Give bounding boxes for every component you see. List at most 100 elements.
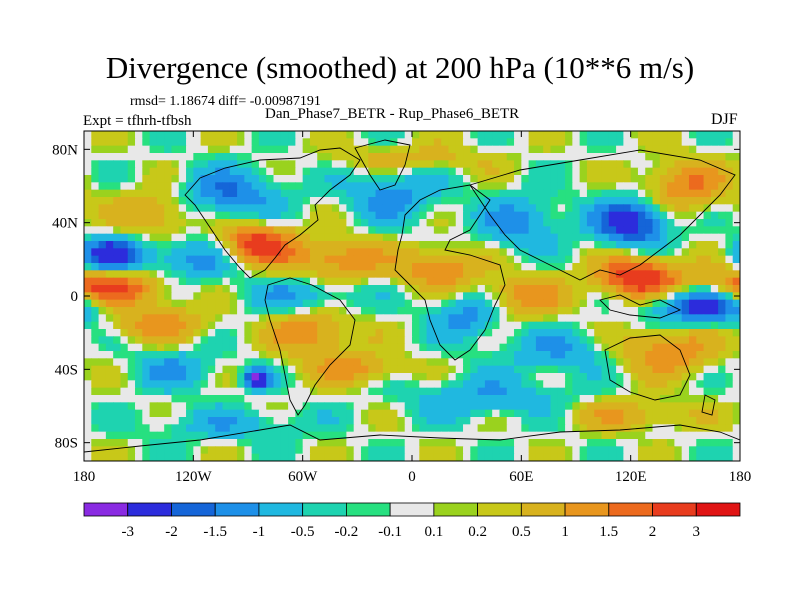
field-cell <box>258 417 267 425</box>
field-cell <box>514 255 522 264</box>
field-cell <box>543 145 552 154</box>
field-cell <box>696 409 705 418</box>
field-cell <box>703 395 712 403</box>
field-cell <box>441 409 450 418</box>
field-cell <box>105 417 114 425</box>
field-cell <box>732 197 740 205</box>
field-cell <box>382 226 391 235</box>
field-cell <box>273 321 282 330</box>
field-cell <box>652 255 661 264</box>
field-cell <box>732 336 740 345</box>
field-cell <box>623 131 632 139</box>
field-cell <box>193 402 202 411</box>
field-cell <box>499 189 508 198</box>
field-cell <box>550 131 559 139</box>
field-cell <box>550 321 559 330</box>
field-cell <box>572 255 581 264</box>
field-cell <box>543 380 552 389</box>
field-cell <box>535 446 544 455</box>
field-cell <box>258 248 267 257</box>
field-cell <box>433 197 442 205</box>
field-cell <box>229 211 238 220</box>
field-cell <box>674 299 683 308</box>
field-cell <box>127 446 136 455</box>
field-cell <box>339 226 347 235</box>
field-cell <box>331 409 340 418</box>
field-cell <box>681 233 690 242</box>
field-cell <box>608 241 617 249</box>
field-cell <box>506 138 515 147</box>
field-cell <box>171 417 180 425</box>
field-cell <box>470 439 479 447</box>
field-cell <box>586 343 595 352</box>
field-cell <box>251 417 260 425</box>
field-cell <box>84 248 92 257</box>
field-cell <box>521 204 530 213</box>
field-cell <box>667 145 675 154</box>
field-cell <box>514 241 522 249</box>
field-cell <box>623 329 632 337</box>
field-cell <box>382 255 391 264</box>
field-cell <box>725 138 734 147</box>
field-cell <box>681 358 690 367</box>
field-cell <box>258 277 267 286</box>
field-cell <box>543 255 552 264</box>
field-cell <box>659 270 668 279</box>
field-cell <box>207 277 216 286</box>
field-cell <box>156 175 165 183</box>
field-cell <box>688 439 697 447</box>
field-cell <box>222 446 231 455</box>
field-cell <box>528 226 537 235</box>
field-cell <box>207 219 216 227</box>
field-cell <box>652 182 661 191</box>
field-cell <box>514 402 522 411</box>
field-cell <box>594 241 603 249</box>
field-cell <box>484 182 493 191</box>
field-cell <box>586 365 595 374</box>
field-cell <box>652 380 661 389</box>
field-cell <box>725 285 734 293</box>
field-cell <box>565 153 573 161</box>
field-cell <box>579 321 588 330</box>
field-cell <box>273 160 282 169</box>
field-cell <box>572 417 581 425</box>
field-cell <box>463 197 471 205</box>
field-cell <box>120 424 129 433</box>
field-cell <box>645 233 654 242</box>
field-cell <box>324 197 333 205</box>
field-cell <box>244 409 253 418</box>
field-cell <box>258 131 267 139</box>
field-cell <box>404 167 413 176</box>
field-cell <box>499 160 508 169</box>
field-cell <box>368 138 377 147</box>
field-cell <box>623 204 632 213</box>
field-cell <box>404 395 413 403</box>
field-cell <box>616 160 624 169</box>
field-cell <box>200 248 209 257</box>
field-cell <box>317 241 326 249</box>
field-cell <box>725 329 734 337</box>
field-cell <box>120 336 129 345</box>
field-cell <box>98 321 107 330</box>
field-cell <box>630 373 639 381</box>
field-cell <box>127 424 136 433</box>
field-cell <box>543 321 552 330</box>
field-cell <box>521 175 530 183</box>
field-cell <box>703 145 712 154</box>
field-cell <box>441 387 450 396</box>
field-cell <box>492 160 501 169</box>
field-cell <box>193 299 202 308</box>
field-cell <box>135 336 143 345</box>
field-cell <box>543 314 552 323</box>
field-cell <box>156 387 165 396</box>
field-cell <box>295 439 304 447</box>
field-cell <box>193 409 202 418</box>
field-cell <box>674 409 683 418</box>
field-cell <box>630 314 639 323</box>
field-cell <box>543 292 552 301</box>
field-cell <box>470 446 479 455</box>
field-cell <box>652 277 661 286</box>
field-cell <box>688 204 697 213</box>
field-cell <box>397 307 406 315</box>
field-cell <box>288 219 296 227</box>
